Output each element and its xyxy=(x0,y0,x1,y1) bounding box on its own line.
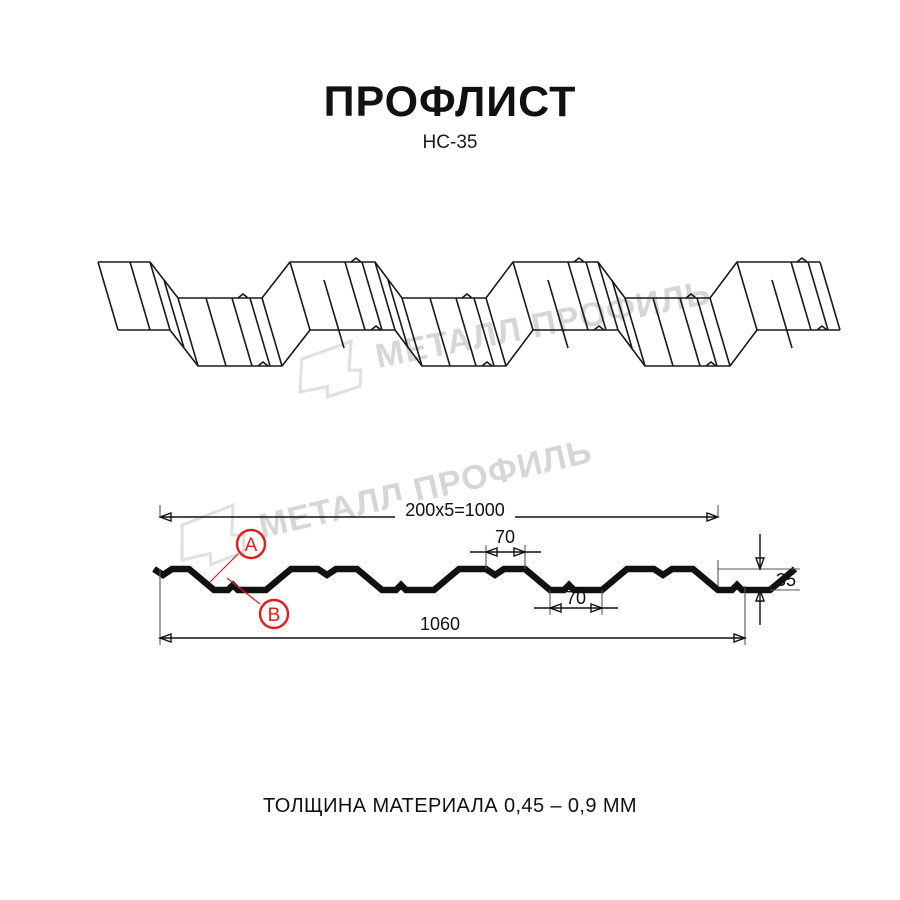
watermark-upper-text: МЕТАЛЛ ПРОФИЛЬ xyxy=(372,274,714,376)
watermark-lower-text: МЕТАЛЛ ПРОФИЛЬ xyxy=(255,432,595,546)
page-title: ПРОФЛИСТ xyxy=(323,78,577,126)
dimension-valley-width-label: 70 xyxy=(566,588,586,608)
callout-a-label: A xyxy=(245,535,258,556)
callout-b-label: B xyxy=(268,605,281,626)
cross-section-view: 200x5=1000 70 70 xyxy=(152,500,800,645)
section-profile xyxy=(152,565,798,594)
watermark-lower: МЕТАЛЛ ПРОФИЛЬ xyxy=(180,432,596,567)
dimension-valley-width: 70 xyxy=(534,588,618,615)
dimension-pitch-total: 200x5=1000 xyxy=(157,500,721,522)
isometric-sheet xyxy=(97,257,841,367)
dimension-crest-width-label: 70 xyxy=(495,527,515,547)
page-subtitle: НС-35 xyxy=(422,132,478,153)
callout-a[interactable]: A xyxy=(209,528,267,583)
dimension-overall-width-label: 1060 xyxy=(420,614,460,634)
dimension-height-label: 35 xyxy=(776,570,796,590)
dimension-overall-width: 1060 xyxy=(157,614,748,643)
material-thickness-note: ТОЛЩИНА МАТЕРИАЛА 0,45 – 0,9 ММ xyxy=(263,795,637,817)
dimension-height: 35 xyxy=(755,534,796,625)
dimension-crest-width: 70 xyxy=(470,527,541,569)
watermark-upper: МЕТАЛЛ ПРОФИЛЬ xyxy=(298,274,714,399)
dimension-pitch-total-label: 200x5=1000 xyxy=(405,500,505,520)
callout-b[interactable]: B xyxy=(226,577,290,630)
